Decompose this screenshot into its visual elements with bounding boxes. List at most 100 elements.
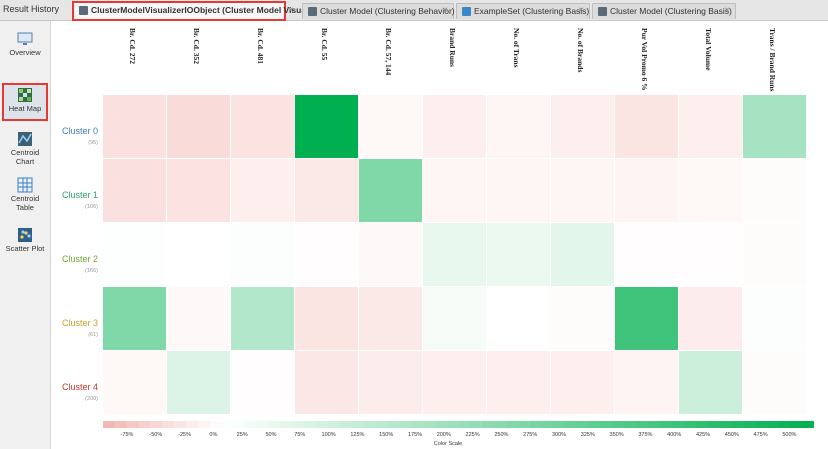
- color-scale-tick-label: 275%: [523, 432, 538, 438]
- heat-map-cell[interactable]: [423, 95, 487, 159]
- heat-map-cell[interactable]: [615, 287, 679, 351]
- heat-map-cell[interactable]: [551, 159, 615, 223]
- tab-exampleset-clustering-basis[interactable]: ExampleSet (Clustering Basis) ×: [456, 3, 590, 19]
- heat-map-cell[interactable]: [615, 223, 679, 287]
- heat-map-cell[interactable]: [743, 223, 807, 287]
- heat-map-cell[interactable]: [103, 159, 167, 223]
- heat-map-cell[interactable]: [295, 159, 359, 223]
- cluster-count: (106): [85, 204, 98, 210]
- heat-map-cell[interactable]: [359, 95, 423, 159]
- heat-map-cell[interactable]: [167, 287, 231, 351]
- sidebar-item-scatter-plot[interactable]: Scatter Plot: [2, 225, 48, 263]
- color-scale-segment: [221, 421, 234, 428]
- heat-map-cell[interactable]: [103, 351, 167, 415]
- heat-map-cell[interactable]: [423, 223, 487, 287]
- column-header-label: Br. Cd. 55: [320, 28, 329, 61]
- color-scale-segment: [197, 421, 211, 428]
- close-icon[interactable]: ×: [724, 5, 730, 16]
- close-icon[interactable]: ×: [288, 5, 294, 16]
- heat-map-cell[interactable]: [359, 351, 423, 415]
- close-icon[interactable]: ×: [442, 5, 448, 16]
- heat-map-cell[interactable]: [231, 351, 295, 415]
- color-scale-tick-label: 475%: [753, 432, 768, 438]
- color-scale-segment: [103, 421, 116, 428]
- heat-map-cell[interactable]: [615, 95, 679, 159]
- cluster-count: (200): [85, 396, 98, 402]
- color-scale-tick-label: 175%: [407, 432, 423, 438]
- heat-map-cell[interactable]: [679, 95, 743, 159]
- heat-map-cell[interactable]: [295, 223, 359, 287]
- column-header-label: Br. Cd. 57, 144: [384, 28, 393, 76]
- heat-map-cell[interactable]: [487, 351, 551, 415]
- color-scale-segment: [790, 421, 803, 428]
- centroid-table-icon: [17, 177, 33, 193]
- heat-map-cell[interactable]: [743, 159, 807, 223]
- heat-map-cell[interactable]: [551, 223, 615, 287]
- heat-map-cell[interactable]: [487, 223, 551, 287]
- sidebar-item-centroid-table[interactable]: Centroid Table: [2, 175, 48, 213]
- heat-map-cell[interactable]: [743, 351, 807, 415]
- color-scale-segment: [351, 421, 365, 428]
- cluster-name: Cluster 4: [61, 382, 98, 392]
- color-scale-segment: [209, 421, 222, 428]
- tab-label: ExampleSet (Clustering Basis): [474, 6, 590, 16]
- heat-map-cell[interactable]: [295, 95, 359, 159]
- heat-map-cell[interactable]: [487, 95, 551, 159]
- heat-map-cell[interactable]: [231, 223, 295, 287]
- color-scale-segment: [731, 421, 744, 428]
- color-scale-segment: [577, 421, 590, 428]
- heat-map-cell[interactable]: [423, 287, 487, 351]
- heat-map-cell[interactable]: [231, 287, 295, 351]
- heat-map-cell[interactable]: [359, 159, 423, 223]
- column-header-label: Pur Vol Promo 6 %: [640, 28, 649, 91]
- heat-map-cell[interactable]: [359, 287, 423, 351]
- heat-map-cell[interactable]: [615, 351, 679, 415]
- overview-icon: [17, 32, 33, 45]
- heat-map-cell[interactable]: [423, 351, 487, 415]
- heat-map-cell[interactable]: [615, 159, 679, 223]
- color-scale-tick-label: 350%: [609, 432, 624, 438]
- centroid-chart-icon: [18, 132, 32, 146]
- heat-map-cell[interactable]: [295, 287, 359, 351]
- sidebar-item-heat-map[interactable]: Heat Map: [2, 83, 48, 121]
- cluster-row-label: Cluster 0 (95): [52, 121, 98, 146]
- heat-map-cell[interactable]: [103, 223, 167, 287]
- sidebar-item-overview[interactable]: Overview: [2, 29, 48, 65]
- heat-map-cell[interactable]: [743, 287, 807, 351]
- color-scale-segment: [766, 421, 779, 428]
- color-scale-segment: [600, 421, 614, 428]
- heat-map-cell[interactable]: [231, 159, 295, 223]
- cluster-count: (95): [88, 140, 98, 146]
- heat-map-cell[interactable]: [551, 351, 615, 415]
- heat-map-cell[interactable]: [359, 223, 423, 287]
- cluster-name: Cluster 1: [61, 190, 98, 200]
- heat-map-cell[interactable]: [487, 287, 551, 351]
- heat-map-cell[interactable]: [231, 95, 295, 159]
- color-scale-tick-label: 400%: [667, 432, 682, 438]
- tab-cluster-model-behavior[interactable]: Cluster Model (Clustering Behavior) ×: [302, 3, 455, 19]
- heat-map-cell[interactable]: [103, 95, 167, 159]
- heat-map-cell[interactable]: [167, 159, 231, 223]
- heat-map-cell[interactable]: [679, 159, 743, 223]
- heat-map-cell[interactable]: [679, 287, 743, 351]
- heat-map-cell[interactable]: [167, 351, 231, 415]
- heat-map-cell[interactable]: [743, 95, 807, 159]
- color-scale-segment: [245, 421, 258, 428]
- heat-map-cell[interactable]: [103, 287, 167, 351]
- color-scale-segment: [280, 421, 294, 428]
- tab-cluster-model-visualizer[interactable]: ClusterModelVisualizerIOObject (Cluster …: [72, 1, 326, 21]
- heat-map-cell[interactable]: [679, 351, 743, 415]
- heat-map-cell[interactable]: [167, 95, 231, 159]
- cluster-name: Cluster 3: [61, 318, 98, 328]
- sidebar-item-centroid-chart[interactable]: Centroid Chart: [2, 129, 48, 166]
- tab-cluster-model-clustering-basis[interactable]: Cluster Model (Clustering Basis) ×: [592, 3, 736, 19]
- heat-map-cell[interactable]: [423, 159, 487, 223]
- heat-map-cell[interactable]: [295, 351, 359, 415]
- heat-map-cell[interactable]: [487, 159, 551, 223]
- heat-map-cell[interactable]: [551, 95, 615, 159]
- sidebar-item-label: Overview: [9, 48, 41, 57]
- heat-map-cell[interactable]: [167, 223, 231, 287]
- heat-map-cell[interactable]: [551, 287, 615, 351]
- close-icon[interactable]: ×: [578, 5, 584, 16]
- heat-map-cell[interactable]: [679, 223, 743, 287]
